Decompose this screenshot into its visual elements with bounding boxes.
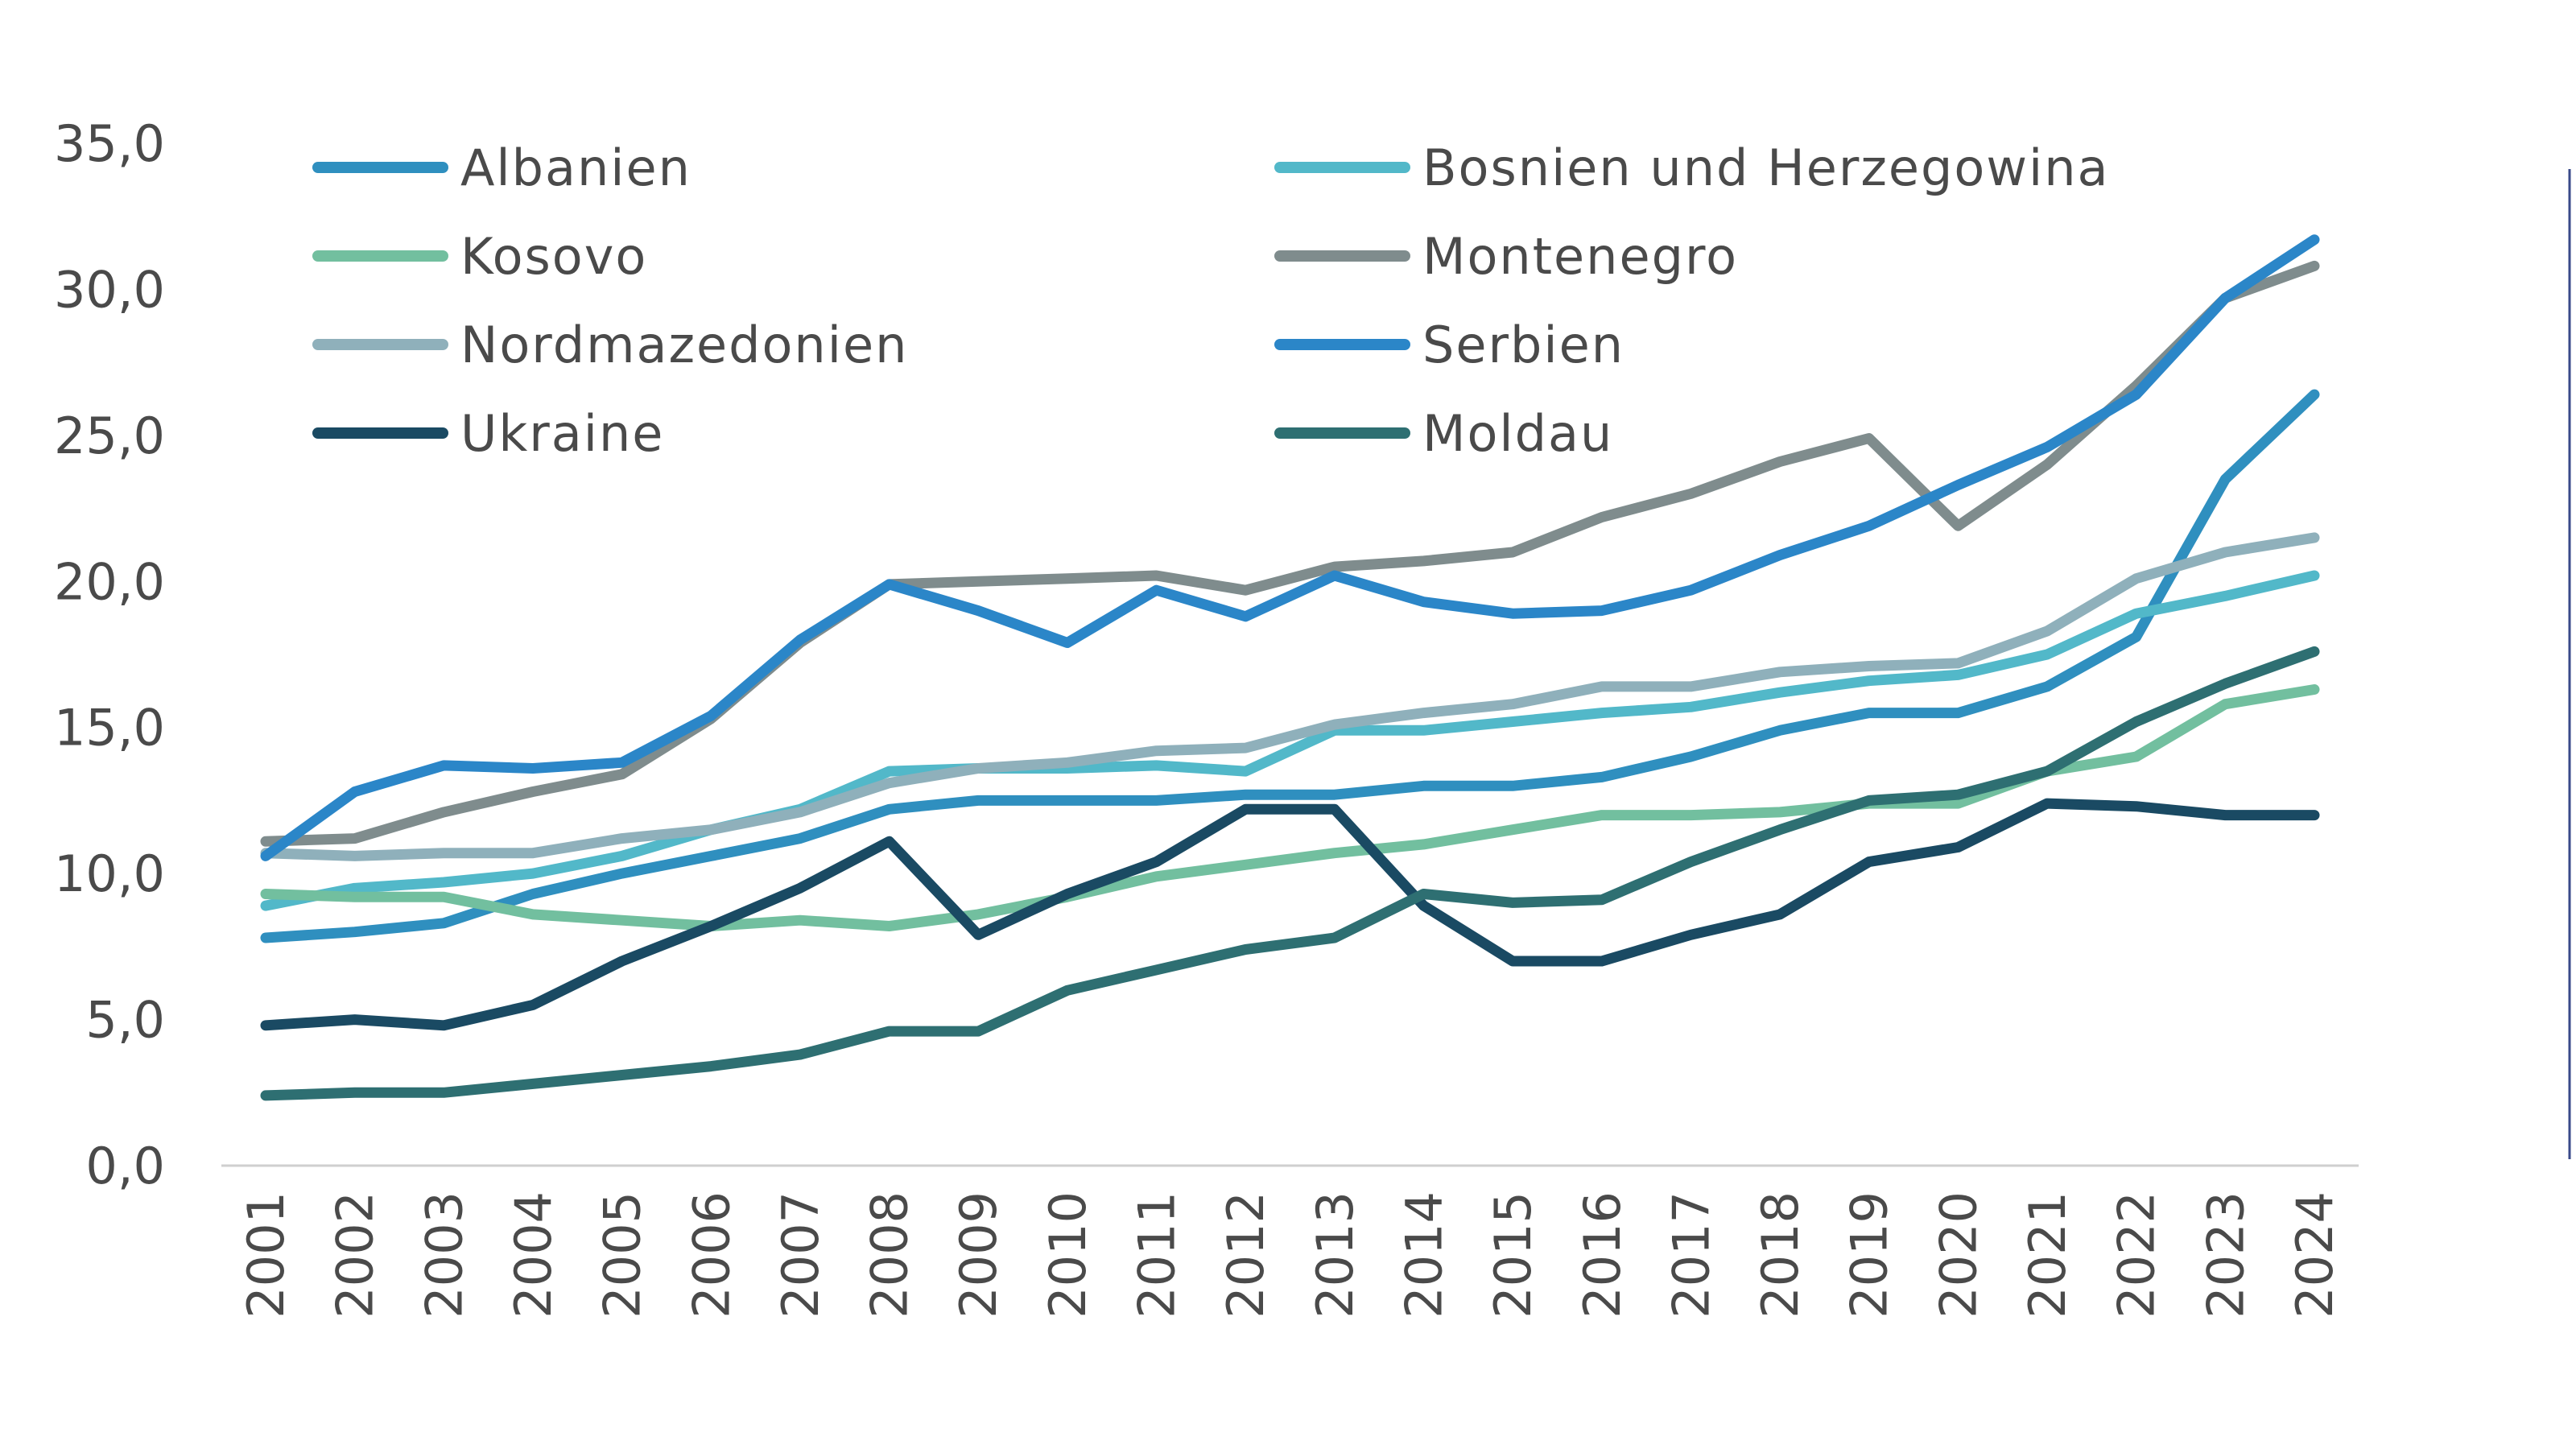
- x-tick-label: 2010: [1038, 1191, 1097, 1319]
- series-line: [260, 570, 2320, 911]
- y-tick-label: 5,0: [85, 991, 165, 1050]
- legend-label: Montenegro: [1422, 227, 1738, 286]
- x-tick-label: 2006: [682, 1191, 741, 1319]
- x-tick-label: 2012: [1216, 1191, 1275, 1319]
- y-tick-label: 0,0: [85, 1137, 165, 1195]
- x-tick-label: 2009: [949, 1191, 1008, 1319]
- x-tick-label: 2016: [1573, 1191, 1632, 1319]
- x-tick-label: 2002: [326, 1191, 385, 1319]
- legend: Albanien Bosnien und Herzegowina Kosovo Mon…: [312, 138, 2110, 463]
- legend-label: Kosovo: [460, 227, 647, 286]
- y-tick-label: 25,0: [54, 407, 165, 465]
- x-tick-label: 2020: [1929, 1191, 1988, 1319]
- x-tick-label: 2005: [593, 1191, 652, 1319]
- x-tick-label: 2013: [1306, 1191, 1364, 1319]
- x-tick-label: 2003: [415, 1191, 473, 1319]
- x-tick-label: 2022: [2107, 1191, 2166, 1319]
- y-tick-label: 35,0: [54, 114, 165, 173]
- x-axis-ticks: 2001 2002 2003 2004 2005 2006 2007 2008 2009 2010…: [237, 1191, 2344, 1319]
- y-tick-label: 10,0: [54, 844, 165, 903]
- series-line: [260, 798, 2320, 1031]
- x-tick-label: 2001: [237, 1191, 295, 1319]
- legend-label: Ukraine: [460, 404, 664, 463]
- y-tick-label: 20,0: [54, 552, 165, 611]
- x-tick-label: 2024: [2285, 1191, 2344, 1319]
- series-line: [260, 234, 2320, 861]
- legend-label: Bosnien und Herzegowina: [1422, 138, 2110, 197]
- legend-label: Albanien: [460, 138, 691, 197]
- x-tick-label: 2007: [771, 1191, 830, 1319]
- series-line: [260, 684, 2320, 931]
- x-tick-label: 2015: [1484, 1191, 1542, 1319]
- series-line: [260, 532, 2320, 861]
- x-tick-label: 2021: [2018, 1191, 2077, 1319]
- x-tick-label: 2023: [2196, 1191, 2255, 1319]
- x-tick-label: 2011: [1128, 1191, 1187, 1319]
- x-tick-label: 2019: [1840, 1191, 1899, 1319]
- x-tick-label: 2014: [1394, 1191, 1453, 1319]
- y-tick-label: 30,0: [54, 260, 165, 319]
- x-tick-label: 2018: [1751, 1191, 1810, 1319]
- x-tick-label: 2008: [861, 1191, 919, 1319]
- y-tick-label: 15,0: [54, 699, 165, 757]
- series-line: [260, 646, 2320, 1101]
- series-lines: [260, 234, 2320, 1101]
- legend-label: Serbien: [1422, 316, 1624, 374]
- x-tick-label: 2017: [1662, 1191, 1720, 1319]
- legend-label: Moldau: [1422, 404, 1613, 463]
- series-line: [260, 389, 2320, 943]
- x-tick-label: 2004: [504, 1191, 563, 1319]
- legend-label: Nordmazedonien: [460, 316, 908, 374]
- series-line: [260, 260, 2320, 847]
- y-axis-ticks: 0,0 5,0 10,0 15,0 20,0 25,0 30,0 35,0: [54, 114, 165, 1195]
